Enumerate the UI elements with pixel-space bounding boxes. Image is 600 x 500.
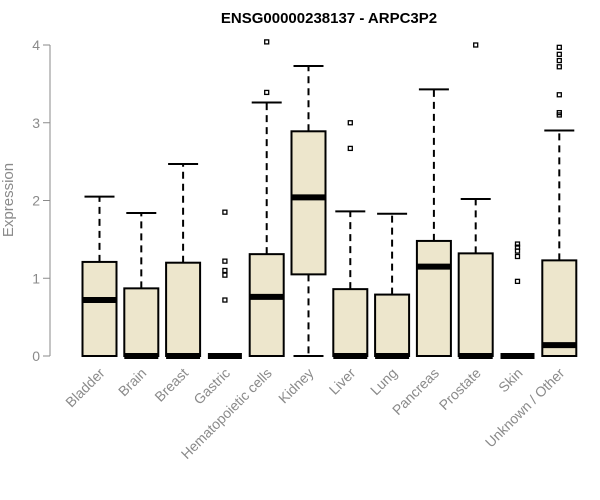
- x-tick-label-5: Kidney: [275, 365, 317, 407]
- outlier-11-1: [556, 51, 562, 57]
- chart-title: ENSG00000238137 - ARPC3P2: [221, 10, 437, 27]
- outlier-10-3: [514, 253, 521, 260]
- box-11: [541, 44, 578, 357]
- outlier-3-4: [222, 297, 228, 303]
- y-tick-label-4: 4: [32, 37, 40, 53]
- box-body-0: [81, 260, 118, 357]
- box-body-6: [332, 288, 369, 358]
- outlier-11-3: [556, 64, 562, 70]
- box-8: [415, 88, 452, 357]
- x-tick-label-2: Breast: [151, 365, 191, 405]
- outlier-10-0: [514, 241, 521, 247]
- box-7: [374, 212, 411, 359]
- y-axis-label: Expression: [0, 163, 17, 237]
- outlier-4-0: [264, 39, 270, 45]
- x-tick-label-0: Bladder: [62, 365, 108, 411]
- box-body-11: [541, 259, 578, 357]
- box-9: [457, 42, 494, 359]
- x-tick-label-6: Liver: [326, 365, 359, 398]
- box-2: [165, 162, 202, 359]
- outlier-6-1: [347, 145, 353, 152]
- outlier-11-0: [556, 44, 562, 50]
- outlier-11-6: [556, 112, 562, 118]
- outlier-6-0: [347, 120, 353, 126]
- y-tick-label-1: 1: [32, 270, 40, 286]
- x-tick-label-1: Brain: [115, 365, 149, 399]
- outlier-3-3: [222, 272, 228, 278]
- x-tick-label-9: Prostate: [436, 365, 484, 413]
- outlier-10-4: [514, 278, 521, 285]
- y-tick-label-2: 2: [32, 193, 40, 209]
- box-3: [207, 209, 242, 359]
- x-tick-label-7: Lung: [367, 365, 400, 398]
- outlier-11-4: [556, 92, 562, 98]
- box-1: [123, 211, 160, 359]
- box-6: [332, 120, 369, 359]
- box-5: [290, 64, 327, 357]
- box-10: [500, 241, 535, 359]
- outlier-3-2: [222, 267, 228, 274]
- boxes: [81, 39, 578, 359]
- outlier-11-2: [556, 57, 562, 64]
- outlier-10-2: [514, 248, 521, 254]
- y-tick-label-3: 3: [32, 115, 40, 131]
- outlier-9-0: [473, 42, 479, 48]
- outlier-3-1: [222, 258, 228, 264]
- y-tick-label-0: 0: [32, 348, 40, 364]
- box-4: [248, 39, 285, 358]
- box-body-4: [248, 253, 285, 358]
- box-body-9: [457, 252, 494, 357]
- box-body-8: [415, 239, 452, 357]
- box-body-5: [290, 130, 327, 276]
- x-tick-label-10: Skin: [495, 365, 526, 396]
- x-tick-label-11: Unknown / Other: [482, 365, 568, 451]
- box-body-2: [165, 261, 202, 358]
- box-body-1: [123, 287, 160, 358]
- box-0: [81, 195, 118, 357]
- outlier-4-1: [264, 89, 270, 96]
- y-axis: 0 1 2 3 4: [32, 37, 51, 364]
- outlier-3-0: [222, 209, 228, 215]
- box-body-7: [374, 293, 411, 358]
